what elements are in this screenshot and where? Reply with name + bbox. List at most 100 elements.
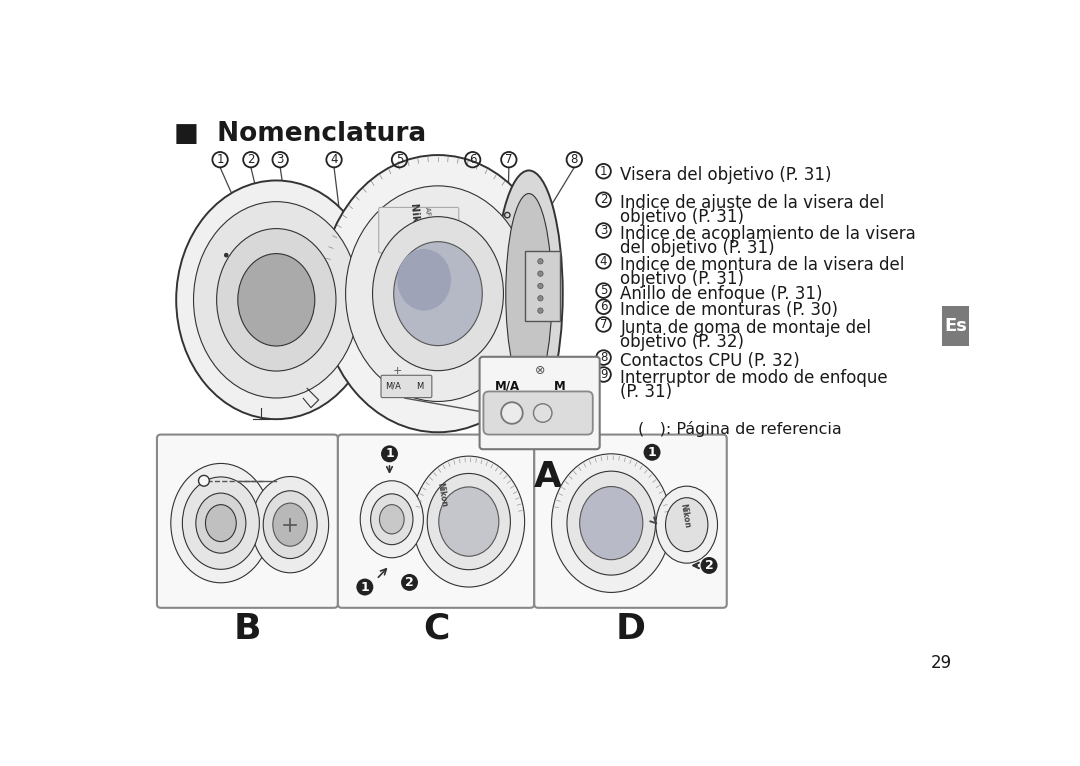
Text: 2: 2 (247, 153, 255, 166)
Text: (P. 31): (P. 31) (621, 383, 673, 401)
Text: AF-S NIKKOR: AF-S NIKKOR (423, 206, 434, 250)
Ellipse shape (361, 481, 423, 558)
Ellipse shape (438, 487, 499, 556)
Ellipse shape (394, 242, 483, 345)
Text: C: C (423, 612, 449, 646)
Ellipse shape (397, 249, 451, 310)
Ellipse shape (171, 463, 271, 583)
Circle shape (224, 253, 229, 257)
Text: Indice de acoplamiento de la visera: Indice de acoplamiento de la visera (621, 225, 916, 243)
Circle shape (538, 283, 543, 289)
Circle shape (538, 296, 543, 301)
Text: 3: 3 (276, 153, 284, 166)
Text: A: A (534, 460, 562, 494)
Ellipse shape (428, 473, 511, 570)
Text: 29: 29 (931, 654, 953, 673)
Text: 8: 8 (599, 351, 607, 364)
Text: M/A: M/A (386, 381, 402, 391)
Circle shape (199, 476, 210, 486)
Text: 5: 5 (395, 153, 403, 166)
Text: +: + (393, 365, 403, 375)
FancyBboxPatch shape (480, 357, 599, 449)
Text: (   ): Página de referencia: ( ): Página de referencia (638, 421, 842, 437)
Text: 2: 2 (599, 193, 607, 206)
FancyBboxPatch shape (157, 434, 338, 607)
Ellipse shape (273, 503, 308, 546)
Text: del objetivo (P. 31): del objetivo (P. 31) (621, 239, 775, 257)
Ellipse shape (495, 171, 563, 417)
FancyBboxPatch shape (379, 208, 459, 253)
Text: ⊗: ⊗ (535, 364, 545, 377)
Text: Junta de goma de montaje del: Junta de goma de montaje del (621, 319, 872, 337)
Text: M: M (554, 380, 566, 392)
Text: Anillo de enfoque (P. 31): Anillo de enfoque (P. 31) (621, 285, 823, 303)
Text: 1: 1 (361, 581, 369, 594)
Ellipse shape (580, 486, 643, 560)
Ellipse shape (195, 493, 246, 553)
Ellipse shape (252, 476, 328, 573)
Ellipse shape (183, 477, 259, 569)
Text: Indice de monturas (P. 30): Indice de monturas (P. 30) (621, 301, 838, 319)
Text: 6: 6 (469, 153, 476, 166)
Ellipse shape (567, 471, 656, 575)
Circle shape (501, 402, 523, 424)
Circle shape (538, 271, 543, 277)
Text: ■  Nomenclatura: ■ Nomenclatura (174, 121, 427, 147)
Ellipse shape (413, 456, 525, 587)
Text: Visera del objetivo (P. 31): Visera del objetivo (P. 31) (621, 166, 832, 184)
Text: 1: 1 (648, 446, 657, 459)
Text: 1: 1 (599, 165, 607, 178)
Circle shape (644, 444, 661, 461)
FancyBboxPatch shape (535, 434, 727, 607)
Text: Nikon: Nikon (678, 502, 691, 529)
Text: 3: 3 (599, 224, 607, 237)
Circle shape (538, 259, 543, 264)
Text: 5: 5 (599, 284, 607, 297)
FancyBboxPatch shape (381, 375, 432, 398)
Ellipse shape (321, 155, 555, 432)
Text: 2: 2 (405, 576, 414, 589)
Circle shape (356, 578, 374, 595)
Bar (942, 306, 970, 346)
Ellipse shape (264, 491, 318, 558)
Text: 4: 4 (330, 153, 338, 166)
Text: Es: Es (944, 317, 967, 335)
Text: 1: 1 (216, 153, 224, 166)
Ellipse shape (193, 201, 359, 398)
Text: 4: 4 (599, 255, 607, 268)
Circle shape (538, 308, 543, 313)
Circle shape (534, 404, 552, 422)
Ellipse shape (505, 194, 552, 394)
Text: 6: 6 (599, 300, 607, 313)
Text: 9: 9 (599, 368, 607, 381)
Text: Indice de ajuste de la visera del: Indice de ajuste de la visera del (621, 195, 885, 212)
Circle shape (381, 445, 397, 463)
Ellipse shape (379, 505, 404, 534)
Ellipse shape (205, 505, 237, 542)
Text: M/A: M/A (495, 380, 519, 392)
Ellipse shape (373, 217, 503, 371)
Ellipse shape (370, 494, 413, 545)
Text: D: D (616, 612, 646, 646)
Bar (525, 251, 559, 321)
Text: 7: 7 (505, 153, 513, 166)
Text: objetivo (P. 31): objetivo (P. 31) (621, 208, 744, 226)
Text: Contactos CPU (P. 32): Contactos CPU (P. 32) (621, 352, 800, 370)
Text: objetivo (P. 32): objetivo (P. 32) (621, 333, 744, 351)
Circle shape (401, 574, 418, 591)
Text: 9: 9 (586, 409, 594, 422)
Text: Nikon: Nikon (408, 203, 421, 237)
FancyBboxPatch shape (338, 434, 535, 607)
Text: Interruptor de modo de enfoque: Interruptor de modo de enfoque (621, 369, 888, 387)
Text: 8: 8 (570, 153, 578, 166)
Text: M: M (416, 381, 423, 391)
FancyBboxPatch shape (484, 391, 593, 434)
Ellipse shape (656, 486, 717, 563)
Ellipse shape (665, 498, 707, 552)
Ellipse shape (217, 228, 336, 371)
Text: Nikon: Nikon (435, 482, 448, 508)
Text: 2: 2 (704, 559, 714, 572)
Text: objetivo (P. 31): objetivo (P. 31) (621, 270, 744, 288)
Ellipse shape (176, 181, 377, 419)
Text: 1: 1 (386, 447, 394, 460)
